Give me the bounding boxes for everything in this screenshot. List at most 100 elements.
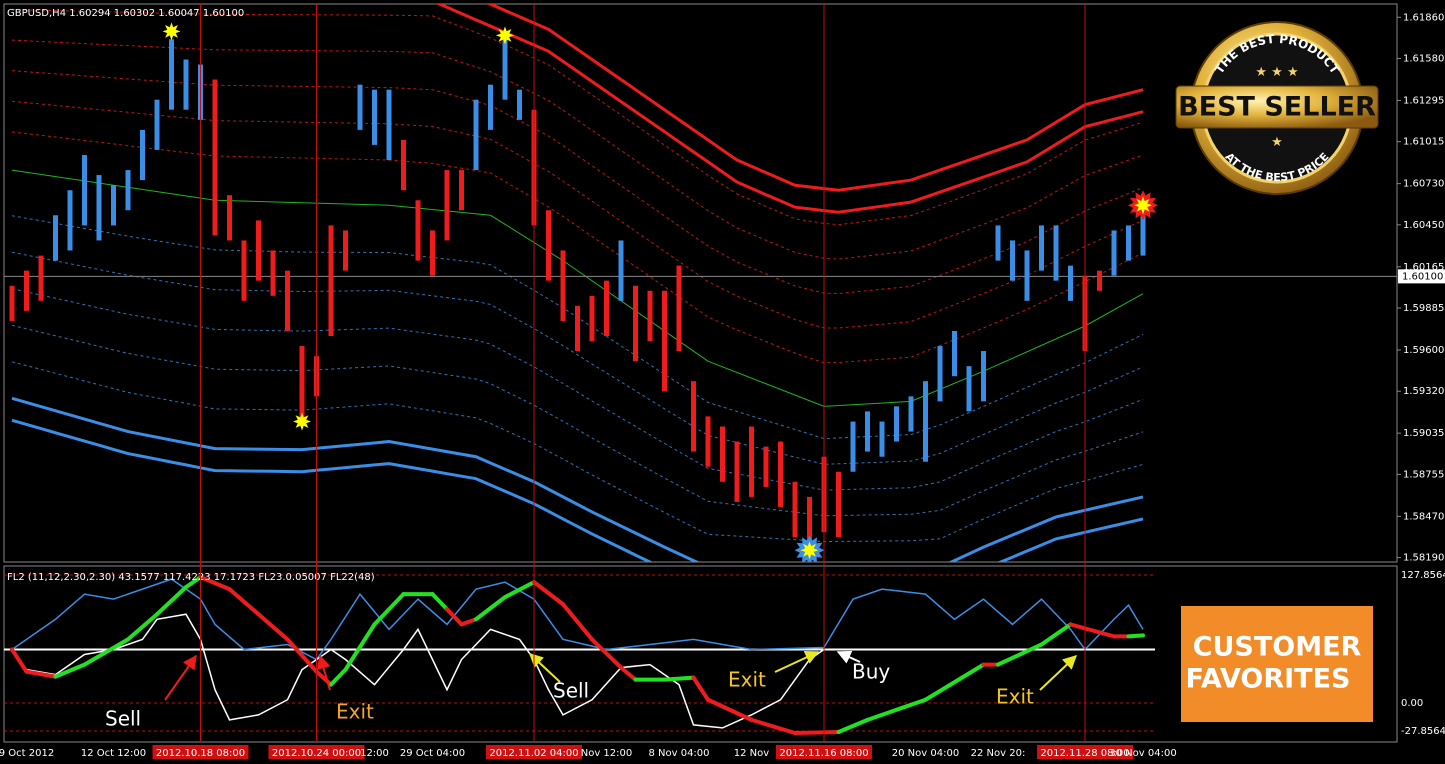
- x-tick-label: 12 Nov: [734, 748, 770, 759]
- y-tick-label: 1.59035: [1403, 428, 1444, 439]
- best-seller-seal: THE BEST PRODUCT AT THE BEST PRICE BEST …: [1175, 21, 1379, 195]
- signal-star: [800, 541, 819, 560]
- indicator-segment: [474, 595, 507, 622]
- axes: 1.61860 1.61580 1.61295 1.61015 1.60730 1.604…: [0, 12, 1445, 759]
- indicator-segment: [590, 637, 623, 670]
- y-tick-label: 1.60165: [1403, 262, 1444, 273]
- price-bar: [763, 446, 769, 487]
- price-bar: [415, 200, 421, 261]
- signal-star: [162, 22, 181, 41]
- x-label-highlight: [486, 745, 582, 759]
- price-bar: [299, 346, 305, 422]
- price-bar: [169, 39, 174, 110]
- arrow: [528, 653, 561, 683]
- price-bar: [850, 421, 856, 472]
- indicator-segment: [227, 587, 261, 617]
- price-bar: [705, 416, 711, 467]
- indicator-segment: [1126, 633, 1145, 639]
- indicator-segment: [836, 717, 870, 734]
- price-bar: [589, 295, 595, 342]
- arrow: [164, 654, 197, 701]
- y-tick-label: 1.61860: [1403, 12, 1444, 23]
- main-plot: [4, 4, 1397, 562]
- y-tick-label: 1.58470: [1403, 511, 1444, 522]
- price-bar: [575, 305, 580, 352]
- price-bar: [212, 79, 218, 236]
- price-bar: [1097, 270, 1102, 291]
- price-bar: [894, 406, 899, 442]
- indicator-segment: [749, 717, 797, 735]
- price-bar: [285, 270, 290, 331]
- upper-envelope-dashed: [11, 100, 1144, 329]
- indicator-segment: [561, 602, 594, 642]
- price-bar: [560, 250, 566, 321]
- price-bar: [1039, 225, 1044, 271]
- price-bar: [908, 396, 914, 432]
- x-tick-label: 29 Oct 04:00: [400, 748, 465, 759]
- price-bar: [517, 89, 522, 120]
- price-bar: [154, 99, 160, 150]
- x-tick-label: 8 Nov 04:00: [648, 748, 709, 759]
- upper-envelope-outer: [435, 4, 1144, 214]
- indicator-segment: [1039, 622, 1073, 647]
- price-bar: [1010, 240, 1015, 281]
- annotation: Buy: [852, 660, 890, 684]
- main-panel-frame: [3, 3, 1398, 563]
- indicator-segment: [10, 647, 29, 674]
- y-tick-label: 1.58755: [1403, 469, 1444, 480]
- x-tick-label: 2012.11.02 04:00: [489, 748, 578, 759]
- indicator-segment: [445, 607, 464, 627]
- price-bar: [502, 39, 508, 100]
- favorites-line: FAVORITES: [1186, 664, 1351, 695]
- price-bar: [676, 265, 682, 352]
- arrows: [164, 650, 1078, 701]
- indicator-segment: [691, 675, 710, 702]
- indicator-segment: [430, 592, 449, 612]
- price-bar: [836, 471, 841, 538]
- price-bar: [328, 225, 334, 337]
- arrow: [774, 650, 820, 673]
- price-bar: [343, 230, 348, 271]
- price-bar: [24, 270, 29, 311]
- seal-banner: [1175, 85, 1379, 129]
- indicator-segment: [532, 580, 565, 607]
- indicator-title: FL2 (11,12,2.30,2.30) 43.1577 117.4223 1…: [7, 572, 375, 583]
- y-tick-label: 1.59885: [1403, 303, 1444, 314]
- price-bar: [430, 230, 435, 276]
- price-bar: [865, 411, 870, 452]
- x-label-highlight: [268, 745, 365, 759]
- price-bar: [1140, 210, 1146, 256]
- x-tick-label: 30 Nov 04:00: [1109, 748, 1176, 759]
- x-label-highlight: [776, 745, 872, 759]
- price-bar: [444, 170, 450, 241]
- indicator-segment: [155, 585, 188, 617]
- x-tick-label: 22 Nov 20:: [971, 748, 1026, 759]
- x-label-highlight: [1037, 745, 1133, 759]
- x-tick-label: Nov 12:00: [581, 748, 633, 759]
- y-tick-label: 1.59320: [1403, 386, 1444, 397]
- price-bar: [1111, 230, 1117, 276]
- price-bar: [604, 280, 609, 337]
- x-tick-label: 2012.10.18 08:00: [156, 748, 245, 759]
- price-bar: [792, 481, 798, 538]
- indicator-segment: [459, 617, 478, 627]
- annotation: Exit: [336, 700, 374, 724]
- price-bar: [981, 351, 986, 402]
- price-bar: [401, 139, 406, 191]
- price-bar: [749, 426, 754, 497]
- arrow: [316, 654, 331, 691]
- price-bar: [183, 59, 189, 110]
- signal-star: [1134, 196, 1152, 215]
- price-bar: [966, 366, 972, 412]
- price-bar: [995, 225, 1001, 261]
- price-bar: [1053, 225, 1059, 281]
- price-bar: [1024, 250, 1030, 301]
- indicator-segment: [923, 662, 986, 702]
- price-bar: [546, 210, 551, 281]
- price-line: [11, 396, 1144, 562]
- indicator-segment: [24, 669, 58, 679]
- price-bar: [82, 155, 87, 226]
- y-tick-label: 1.61580: [1403, 53, 1444, 64]
- price-bar: [125, 170, 131, 211]
